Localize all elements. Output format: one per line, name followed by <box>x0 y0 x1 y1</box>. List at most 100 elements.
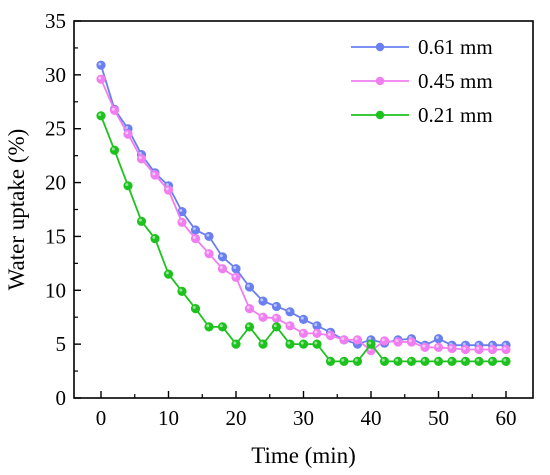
data-point <box>204 322 214 332</box>
y-tick-label: 15 <box>45 224 66 248</box>
data-point-highlight <box>381 338 385 342</box>
data-point-highlight <box>179 208 183 212</box>
data-point-highlight <box>300 316 304 320</box>
data-point-highlight <box>246 284 250 288</box>
data-point <box>379 336 390 346</box>
data-point-highlight <box>435 344 439 348</box>
y-tick-label: 0 <box>56 386 67 410</box>
data-point <box>474 344 484 355</box>
data-point-highlight <box>287 309 291 313</box>
data-point-highlight <box>192 227 196 231</box>
data-point <box>204 249 214 259</box>
data-point <box>285 307 295 317</box>
data-point-highlight <box>422 344 426 348</box>
data-point <box>271 322 282 332</box>
legend-swatch-marker <box>375 42 385 52</box>
data-point-highlight <box>152 235 156 239</box>
data-point-highlight <box>435 336 439 340</box>
y-tick-label: 20 <box>45 171 66 195</box>
data-point <box>312 339 322 349</box>
y-axis-label: Water uptake (%) <box>4 129 29 291</box>
data-point <box>190 303 201 314</box>
data-point <box>501 344 511 355</box>
data-point-highlight <box>354 358 358 362</box>
data-point <box>460 356 471 366</box>
data-point-highlight <box>246 324 250 328</box>
data-point <box>406 337 417 347</box>
data-point <box>325 330 336 341</box>
y-tick-label: 10 <box>45 278 66 302</box>
legend-swatch-marker <box>375 110 385 120</box>
legend: 0.61 mm 0.45 mm 0.21 mm <box>351 35 493 127</box>
data-point-highlight <box>489 342 493 346</box>
x-tick-label: 30 <box>293 406 314 430</box>
data-point <box>339 356 349 366</box>
data-point <box>96 74 106 84</box>
data-point <box>231 264 241 274</box>
data-point-highlight <box>449 345 453 349</box>
data-point-highlight <box>476 342 480 346</box>
data-point-highlight <box>287 323 291 327</box>
series-layer <box>96 60 511 366</box>
data-point <box>339 335 349 345</box>
data-point-highlight <box>476 358 480 362</box>
x-tick-label: 40 <box>361 406 382 430</box>
data-point <box>379 356 390 366</box>
data-point-highlight <box>314 323 318 327</box>
data-point <box>447 343 457 354</box>
series-line <box>100 115 506 363</box>
legend-swatch-marker <box>375 76 385 86</box>
data-point <box>163 185 174 195</box>
data-point <box>109 105 120 116</box>
data-point-highlight <box>98 62 102 66</box>
y-tick-label: 5 <box>56 332 67 356</box>
data-point <box>190 225 201 235</box>
data-point <box>298 314 309 324</box>
data-point-highlight <box>395 358 399 362</box>
data-point-highlight <box>368 337 372 341</box>
data-point-highlight <box>98 113 102 117</box>
data-point-highlight <box>246 305 250 309</box>
data-point-highlight <box>503 342 507 346</box>
data-point-highlight <box>476 346 480 350</box>
data-point <box>447 356 457 366</box>
data-point-highlight <box>462 358 466 362</box>
data-point-highlight <box>233 266 237 270</box>
data-point-highlight <box>179 219 183 223</box>
data-point-highlight <box>260 314 264 318</box>
y-tick-label: 35 <box>45 9 66 33</box>
data-point <box>271 301 282 312</box>
data-point-highlight <box>327 332 331 336</box>
data-point <box>501 356 511 366</box>
data-point <box>298 339 309 349</box>
data-point <box>163 269 174 279</box>
data-point <box>460 344 471 355</box>
x-tick-label: 0 <box>96 406 107 430</box>
data-point-highlight <box>395 339 399 343</box>
data-point-highlight <box>489 358 493 362</box>
data-point <box>123 129 133 139</box>
data-point-highlight <box>341 337 345 341</box>
data-point <box>420 342 430 352</box>
data-point <box>393 356 403 366</box>
data-point <box>433 342 444 352</box>
data-point-highlight <box>341 358 345 362</box>
data-point <box>433 334 444 344</box>
data-point <box>420 356 430 366</box>
data-point-highlight <box>422 358 426 362</box>
data-point <box>285 321 295 331</box>
data-point-highlight <box>300 341 304 345</box>
data-point-highlight <box>165 187 169 191</box>
data-point <box>474 356 484 366</box>
data-point <box>352 356 363 366</box>
legend-item: 0.45 mm <box>351 69 493 93</box>
data-point-highlight <box>165 271 169 275</box>
data-point <box>231 272 241 282</box>
data-point-highlight <box>381 358 385 362</box>
data-point <box>244 303 255 314</box>
data-point <box>258 296 268 306</box>
data-point <box>123 181 133 191</box>
data-point-highlight <box>368 341 372 345</box>
series-0-45-mm <box>96 74 511 356</box>
